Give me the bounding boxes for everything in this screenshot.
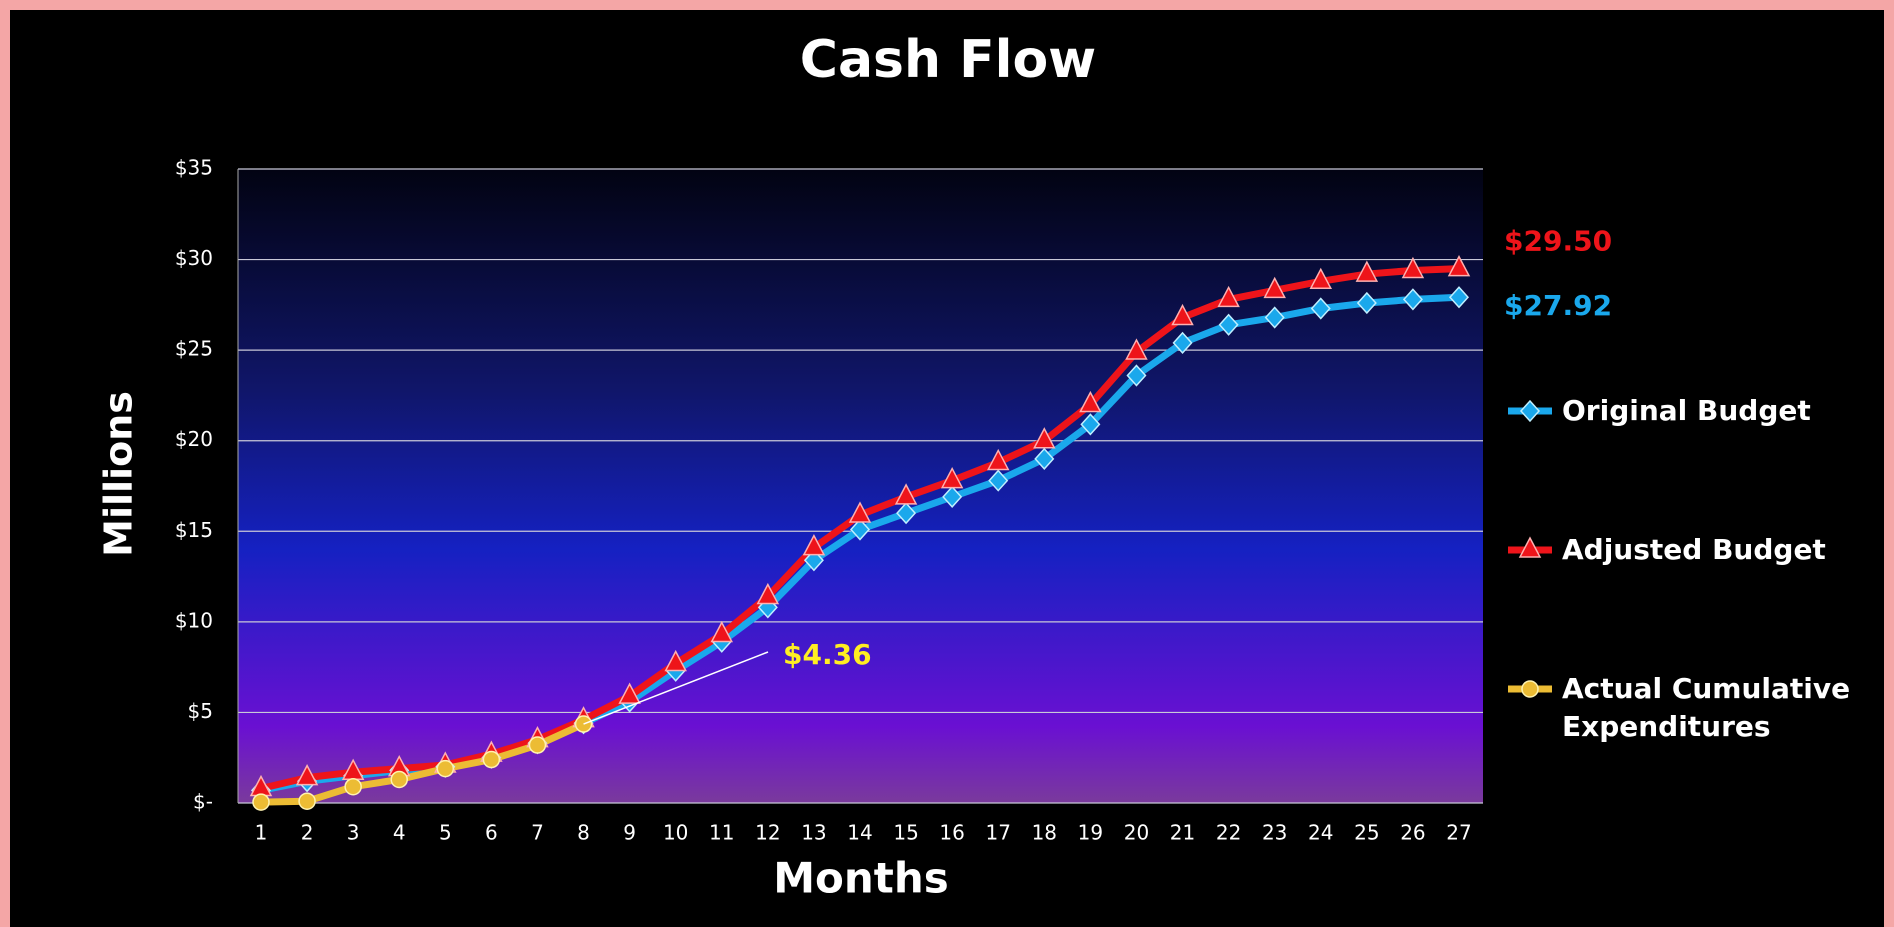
point <box>849 518 871 541</box>
point <box>1033 427 1056 449</box>
point <box>1518 536 1542 558</box>
point <box>1080 413 1101 436</box>
leader-line <box>583 651 769 725</box>
x-tick-label: 3 <box>347 821 360 845</box>
point <box>1309 267 1333 290</box>
x-axis-label: Months <box>773 854 949 903</box>
point <box>1125 338 1148 360</box>
point <box>848 501 872 523</box>
chart-title: Cash Flow <box>800 30 1096 90</box>
x-tick-label: 16 <box>939 821 964 845</box>
point <box>940 466 964 489</box>
legend-label: Original Budget <box>1562 394 1811 427</box>
point <box>436 759 455 778</box>
point <box>1401 256 1425 279</box>
x-tick-label: 8 <box>577 821 590 845</box>
point <box>942 485 963 508</box>
y-tick-label: $25 <box>175 337 213 361</box>
x-tick-label: 19 <box>1078 821 1103 845</box>
x-tick-label: 17 <box>986 821 1011 845</box>
x-tick-label: 7 <box>531 821 544 845</box>
x-tick-label: 2 <box>301 821 314 845</box>
y-axis-label: Millions <box>97 391 141 557</box>
point <box>295 764 319 786</box>
x-tick-label: 21 <box>1170 821 1195 845</box>
point <box>482 750 501 769</box>
x-tick-label: 14 <box>847 821 872 845</box>
plot-area <box>238 169 1483 803</box>
y-tick-label: $30 <box>175 246 213 270</box>
point <box>894 483 918 505</box>
point <box>1217 285 1240 308</box>
point <box>528 736 547 754</box>
point <box>1263 276 1286 299</box>
y-tick-label: $10 <box>175 608 213 632</box>
x-tick-label: 9 <box>623 821 636 845</box>
point <box>1079 390 1102 413</box>
point <box>664 649 687 672</box>
point <box>1034 447 1055 470</box>
point <box>1402 288 1423 311</box>
x-tick-label: 12 <box>755 821 780 845</box>
point <box>988 469 1009 492</box>
point <box>1521 680 1539 698</box>
point <box>252 793 270 811</box>
data-label: $27.92 <box>1504 289 1612 322</box>
x-tick-label: 13 <box>801 821 826 845</box>
point <box>1172 331 1193 355</box>
point <box>1447 255 1471 277</box>
point <box>1171 303 1194 326</box>
point <box>1355 260 1379 282</box>
point <box>986 448 1010 471</box>
point <box>896 502 917 525</box>
point <box>344 777 362 796</box>
x-tick-label: 10 <box>663 821 688 845</box>
x-tick-label: 26 <box>1400 821 1425 845</box>
data-label: $4.36 <box>783 638 872 671</box>
data-label: $29.50 <box>1504 225 1612 258</box>
x-tick-label: 1 <box>255 821 268 845</box>
x-tick-label: 4 <box>393 821 406 845</box>
y-tick-label: $15 <box>175 518 213 542</box>
x-tick-label: 11 <box>709 821 734 845</box>
point <box>710 620 734 643</box>
x-tick-label: 20 <box>1124 821 1149 845</box>
point <box>1264 306 1285 329</box>
point <box>1519 399 1541 423</box>
point <box>1126 364 1147 387</box>
x-tick-label: 6 <box>485 821 498 845</box>
y-tick-label: $5 <box>188 699 213 723</box>
y-tick-label: $20 <box>175 427 213 451</box>
point <box>298 792 316 810</box>
x-tick-label: 23 <box>1262 821 1287 845</box>
x-tick-label: 18 <box>1032 821 1057 845</box>
x-tick-label: 5 <box>439 821 452 845</box>
x-tick-label: 25 <box>1354 821 1379 845</box>
point <box>756 582 780 605</box>
x-tick-label: 15 <box>893 821 918 845</box>
point <box>618 682 641 704</box>
y-tick-label: $- <box>193 790 213 814</box>
x-tick-label: 22 <box>1216 821 1241 845</box>
point <box>802 533 826 556</box>
point <box>1310 297 1331 320</box>
point <box>1356 291 1377 315</box>
x-tick-label: 27 <box>1446 821 1471 845</box>
point <box>390 770 408 789</box>
point <box>1218 313 1239 336</box>
point <box>1448 286 1470 309</box>
legend-label: Actual Cumulative Expenditures <box>1562 672 1851 743</box>
legend-label: Adjusted Budget <box>1562 533 1826 566</box>
y-tick-label: $35 <box>175 156 213 180</box>
x-tick-label: 24 <box>1308 821 1333 845</box>
